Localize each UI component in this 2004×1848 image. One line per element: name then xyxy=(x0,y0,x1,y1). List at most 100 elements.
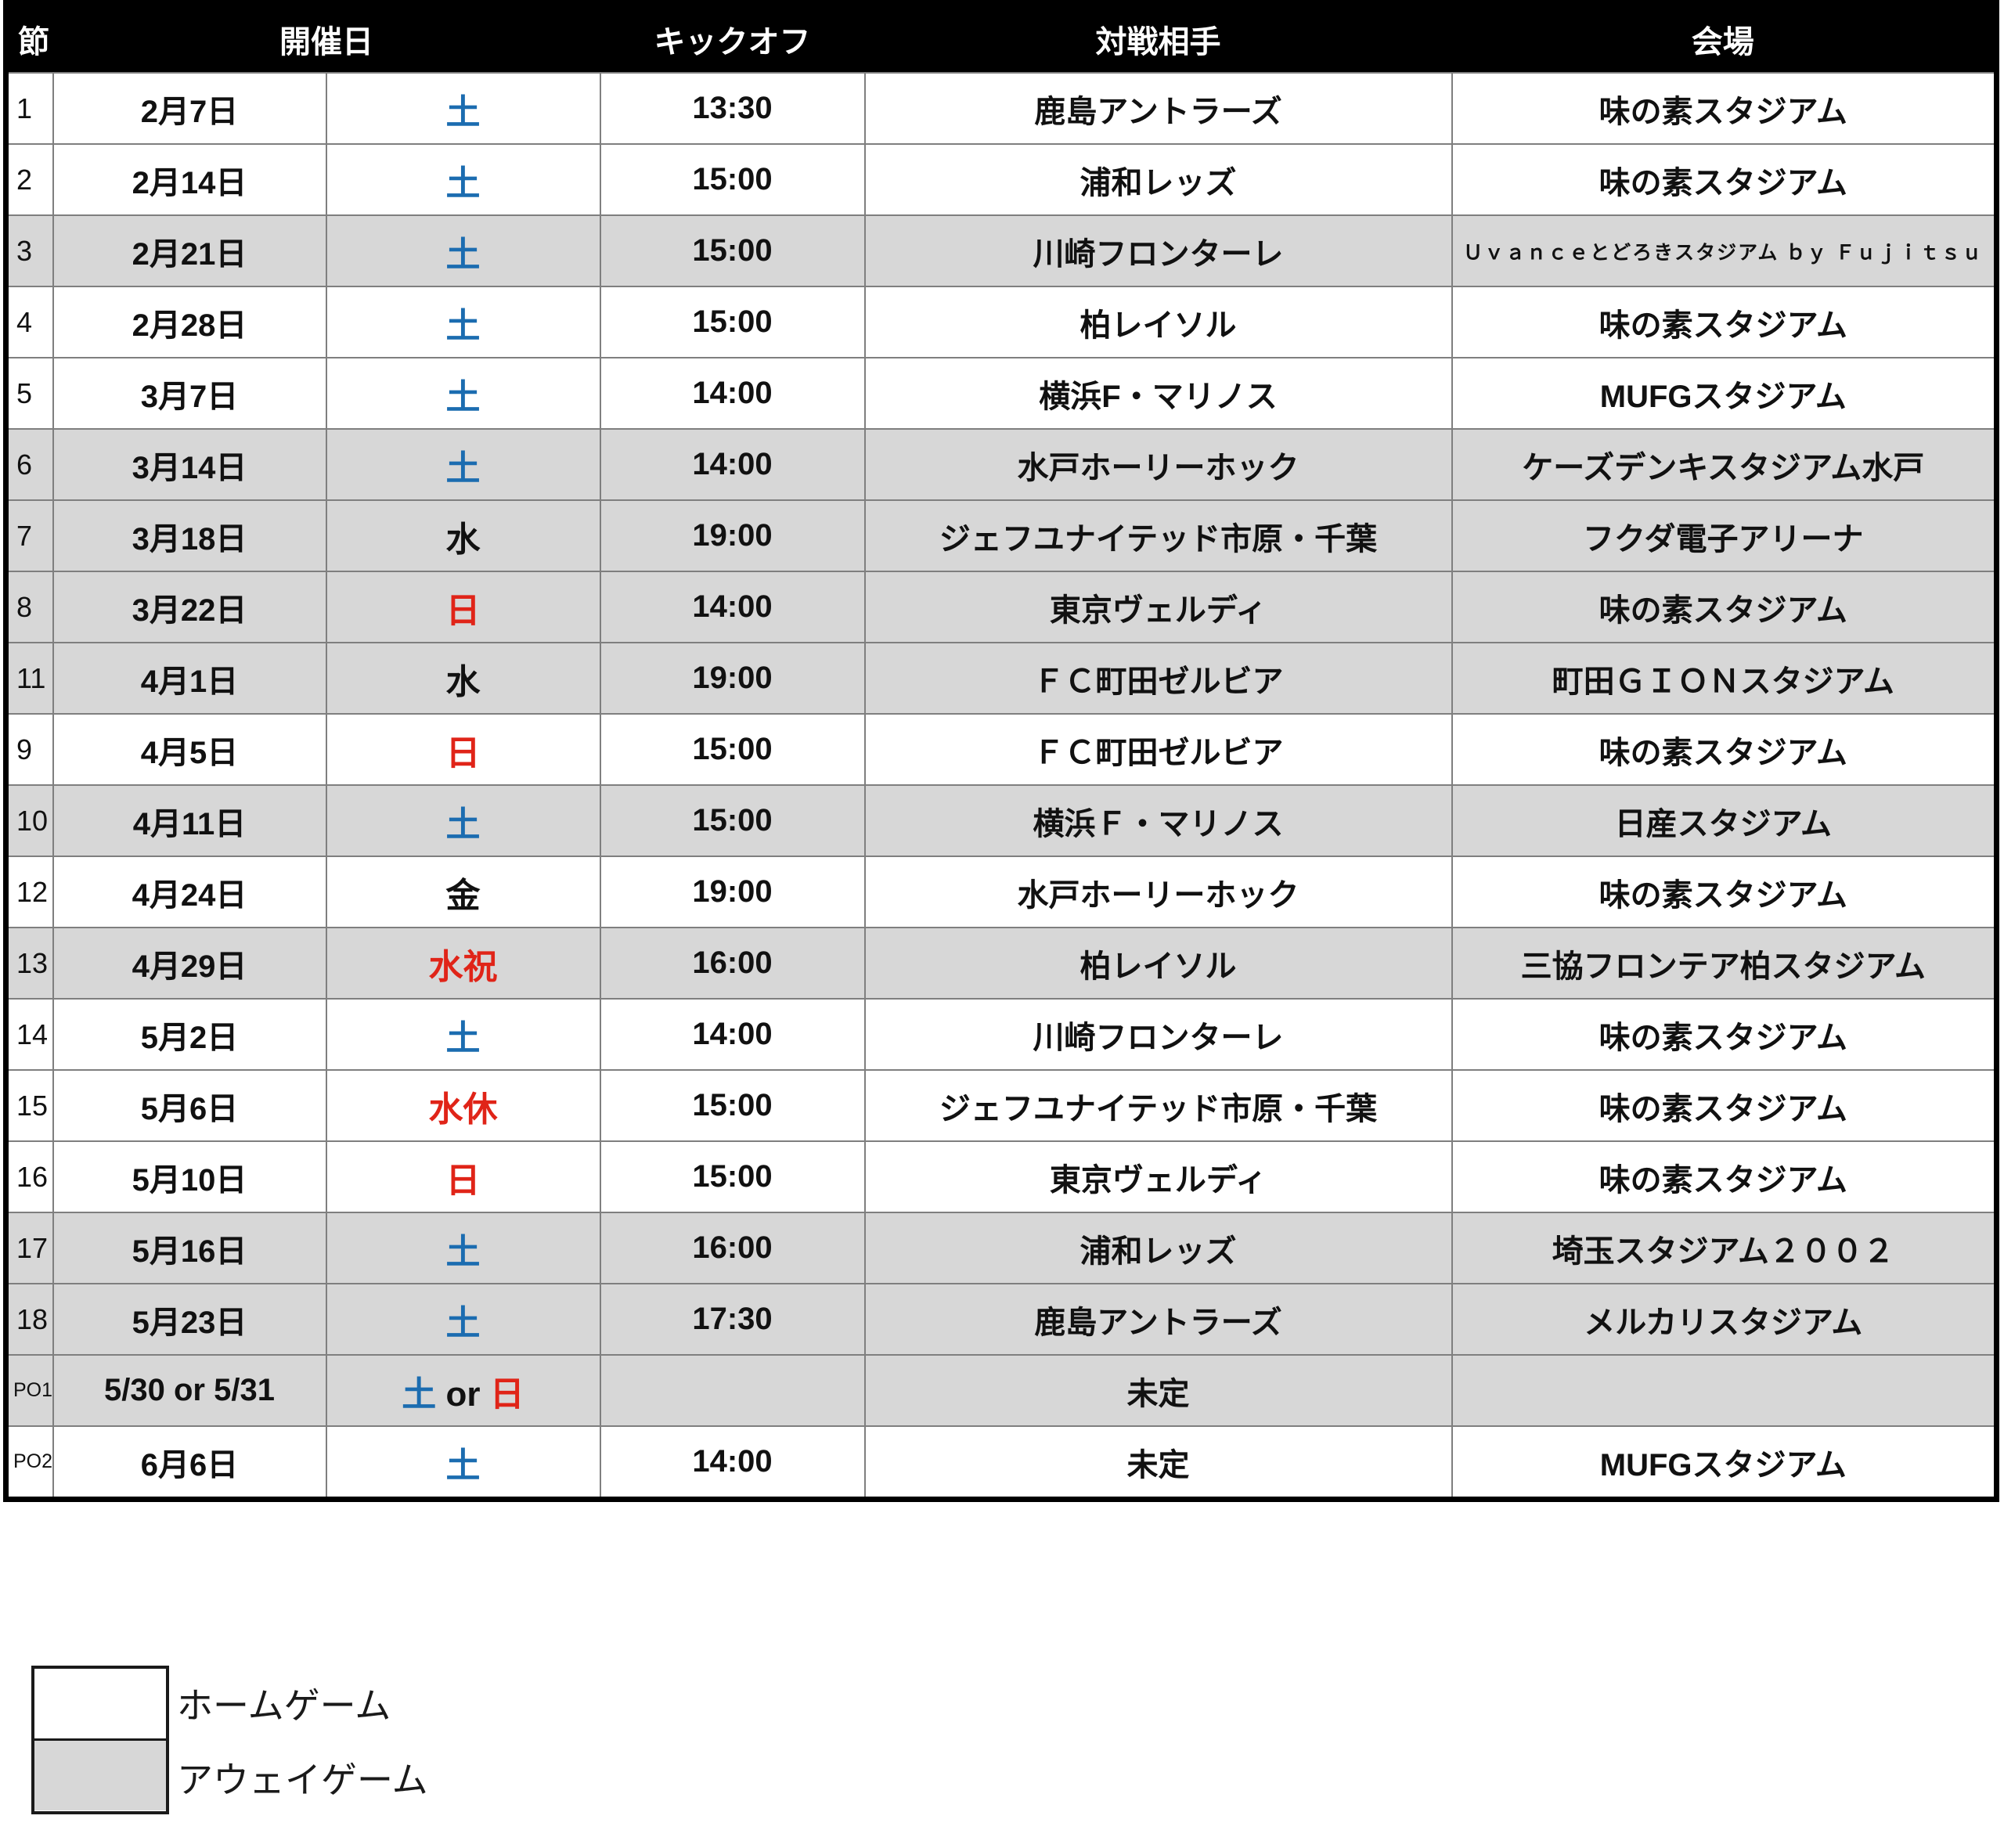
day-text: 日 xyxy=(445,733,481,773)
kickoff-cell: 13:30 xyxy=(599,72,866,145)
kickoff-cell: 19:00 xyxy=(599,499,866,572)
round-cell: PO1 xyxy=(5,1354,54,1427)
kickoff-cell: 15:00 xyxy=(599,784,866,857)
venue-cell: 味の素スタジアム xyxy=(1451,143,1998,216)
date-cell: 3月22日 xyxy=(52,571,327,643)
table-header-row: 節 開催日 キックオフ 対戦相手 会場 xyxy=(5,2,1997,73)
round-cell: PO2 xyxy=(5,1425,54,1500)
date-cell: 3月7日 xyxy=(52,357,327,430)
date-cell: 5月10日 xyxy=(52,1140,327,1213)
date-cell: 2月28日 xyxy=(52,286,327,358)
day-cell: 日 xyxy=(325,713,601,786)
day-text: 土 xyxy=(402,1374,437,1414)
date-cell: 3月18日 xyxy=(52,499,327,572)
day-cell: 水 xyxy=(325,499,601,572)
day-text: 水祝 xyxy=(428,947,498,986)
day-text: 土 xyxy=(445,448,481,488)
opponent-cell: 川崎フロンターレ xyxy=(863,998,1453,1071)
round-cell: 6 xyxy=(5,428,54,501)
table-row: 10 4月11日 土 15:00 横浜Ｆ・マリノス 日産スタジアム xyxy=(5,784,1998,857)
venue-cell: 味の素スタジアム xyxy=(1451,72,1998,145)
table-row: 6 3月14日 土 14:00 水戸ホーリーホック ケーズデンキスタジアム水戸 xyxy=(5,428,1998,501)
away-game-label: アウェイゲーム xyxy=(177,1760,428,1800)
round-cell: 10 xyxy=(5,784,54,857)
table-row: 9 4月5日 日 15:00 ＦＣ町田ゼルビア 味の素スタジアム xyxy=(5,713,1998,786)
kickoff-cell: 14:00 xyxy=(599,571,866,643)
opponent-cell: 柏レイソル xyxy=(863,927,1453,1000)
table-row: 13 4月29日 水祝 16:00 柏レイソル 三協フロンテア柏スタジアム xyxy=(5,927,1998,1000)
day-cell: 水祝 xyxy=(325,927,601,1000)
day-text: 水休 xyxy=(428,1090,498,1129)
opponent-cell: 鹿島アントラーズ xyxy=(863,72,1453,145)
opponent-cell: 東京ヴェルディ xyxy=(863,571,1453,643)
venue-cell xyxy=(1451,1354,1998,1427)
date-cell: 2月21日 xyxy=(52,214,327,287)
date-cell: 4月24日 xyxy=(52,856,327,928)
venue-cell: ケーズデンキスタジアム水戸 xyxy=(1451,428,1998,501)
date-cell: 4月11日 xyxy=(52,784,327,857)
venue-cell: Ｕｖａｎｃｅとどろきスタジアム ｂｙ Ｆｕｊｉｔｓｕ xyxy=(1451,214,1998,287)
opponent-cell: 川崎フロンターレ xyxy=(863,214,1453,287)
date-cell: 4月5日 xyxy=(52,713,327,786)
table-row: 18 5月23日 土 17:30 鹿島アントラーズ メルカリスタジアム xyxy=(5,1283,1998,1356)
day-text: 土 xyxy=(445,1232,481,1271)
header-kickoff: キックオフ xyxy=(654,24,811,59)
kickoff-cell: 15:00 xyxy=(599,214,866,287)
day-cell: 土 xyxy=(325,998,601,1071)
kickoff-cell: 15:00 xyxy=(599,713,866,786)
away-game-swatch xyxy=(34,1738,166,1810)
header-opponent: 対戦相手 xyxy=(1095,24,1221,59)
day-cell: 日 xyxy=(325,1140,601,1213)
header-venue: 会場 xyxy=(1691,24,1754,59)
match-schedule-table: 節 開催日 キックオフ 対戦相手 会場 1 2月7日土 13:30 鹿島アントラーズ味… xyxy=(3,0,1999,1502)
date-cell: 4月1日 xyxy=(52,642,327,715)
date-cell: 2月14日 xyxy=(52,143,327,216)
table-row: 8 3月22日 日 14:00 東京ヴェルディ 味の素スタジアム xyxy=(5,571,1998,643)
day-text: 土 xyxy=(445,306,481,345)
date-cell: 6月6日 xyxy=(52,1425,327,1500)
round-cell: 9 xyxy=(5,713,54,786)
venue-cell: 味の素スタジアム xyxy=(1451,856,1998,928)
opponent-cell: 東京ヴェルディ xyxy=(863,1140,1453,1213)
opponent-cell: ジェフユナイテッド市原・千葉 xyxy=(863,1069,1453,1142)
kickoff-cell: 15:00 xyxy=(599,143,866,216)
day-text: 土 xyxy=(445,1446,481,1485)
date-cell: 5月6日 xyxy=(52,1069,327,1142)
opponent-cell: 柏レイソル xyxy=(863,286,1453,358)
home-game-label: ホームゲーム xyxy=(177,1685,391,1726)
round-cell: 18 xyxy=(5,1283,54,1356)
venue-cell: 味の素スタジアム xyxy=(1451,998,1998,1071)
date-cell: 2月7日 xyxy=(52,72,327,145)
venue-cell: 味の素スタジアム xyxy=(1451,1069,1998,1142)
day-cell: 土 xyxy=(325,72,601,145)
round-cell: 13 xyxy=(5,927,54,1000)
legend-box xyxy=(31,1666,169,1814)
date-cell: 5月2日 xyxy=(52,998,327,1071)
opponent-cell: 浦和レッズ xyxy=(863,143,1453,216)
day-cell: 土 xyxy=(325,143,601,216)
table-row: 3 2月21日 土 15:00 川崎フロンターレ Ｕｖａｎｃｅとどろきスタジアム ｂｙ Ｆ… xyxy=(5,214,1998,287)
date-cell: 5/30 or 5/31 xyxy=(52,1354,327,1427)
opponent-cell: 鹿島アントラーズ xyxy=(863,1283,1453,1356)
round-cell: 5 xyxy=(5,357,54,430)
table-row: 12 4月24日 金 19:00 水戸ホーリーホック 味の素スタジアム xyxy=(5,856,1998,928)
kickoff-cell: 14:00 xyxy=(599,357,866,430)
round-cell: 14 xyxy=(5,998,54,1071)
round-cell: 4 xyxy=(5,286,54,358)
kickoff-cell: 14:00 xyxy=(599,1425,866,1500)
day-text: 日 xyxy=(445,591,481,630)
round-cell: 1 xyxy=(5,72,54,145)
venue-cell: 埼玉スタジアム２００２ xyxy=(1451,1212,1998,1284)
opponent-cell: 浦和レッズ xyxy=(863,1212,1453,1284)
day-cell: 土 xyxy=(325,1425,601,1500)
day-text: 土 xyxy=(445,805,481,844)
day-text: 土 xyxy=(445,164,481,203)
day-text: 水 xyxy=(445,520,481,559)
round-cell: 8 xyxy=(5,571,54,643)
opponent-cell: 水戸ホーリーホック xyxy=(863,428,1453,501)
table-row: PO2 6月6日 土 14:00 未定 MUFGスタジアム xyxy=(5,1425,1998,1500)
round-cell: 11 xyxy=(5,642,54,715)
opponent-cell: 横浜F・マリノス xyxy=(863,357,1453,430)
table-row: 7 3月18日 水 19:00 ジェフユナイテッド市原・千葉 フクダ電子アリーナ xyxy=(5,499,1998,572)
day-text: 土 xyxy=(445,1018,481,1057)
